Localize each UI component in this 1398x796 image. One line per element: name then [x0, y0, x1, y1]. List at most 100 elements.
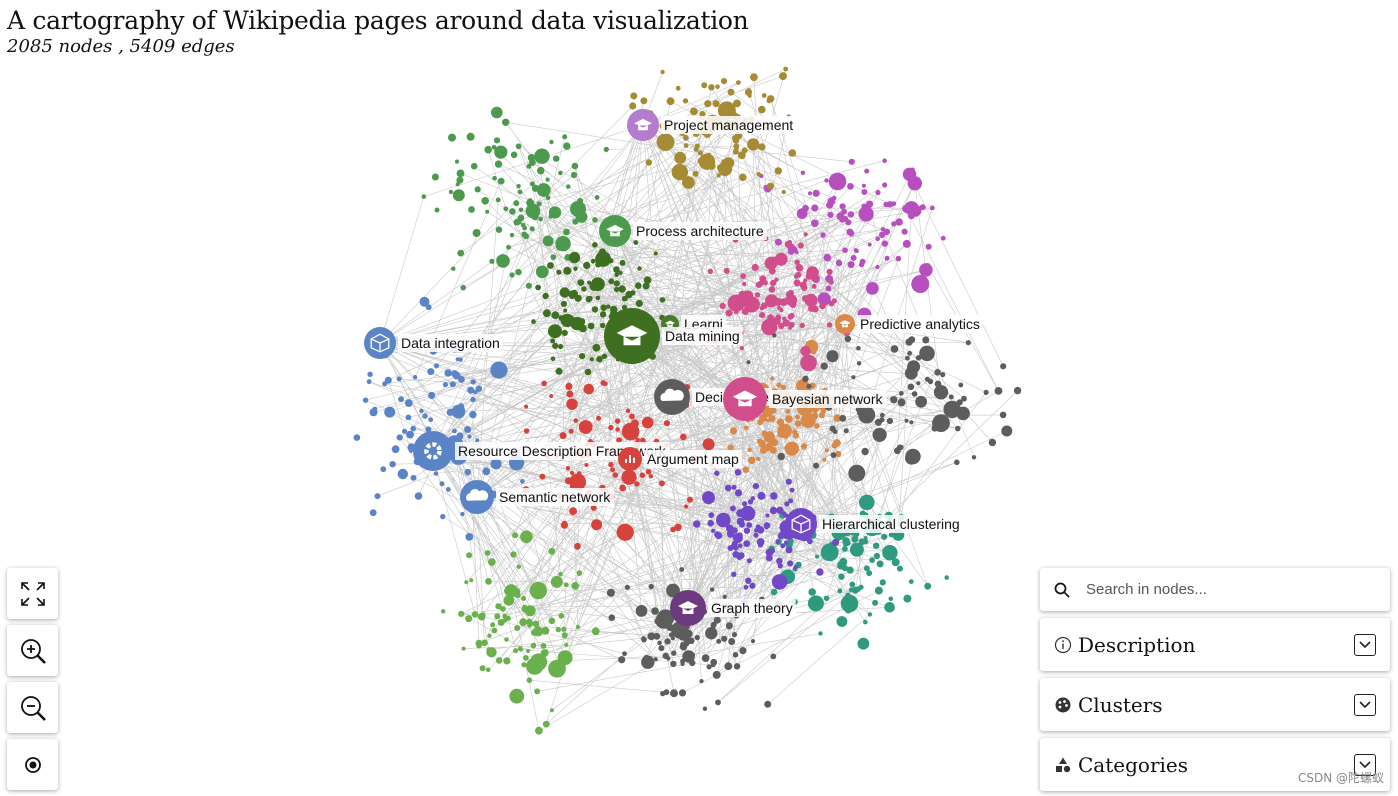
- graph-node[interactable]: [540, 649, 549, 657]
- graph-node[interactable]: [787, 313, 794, 320]
- graph-node[interactable]: [919, 263, 933, 277]
- graph-node[interactable]: [398, 435, 403, 440]
- graph-node[interactable]: [608, 461, 614, 468]
- graph-node[interactable]: [873, 542, 880, 549]
- graph-node[interactable]: [827, 211, 834, 218]
- graph-node[interactable]: [539, 473, 546, 480]
- graph-node[interactable]: [864, 168, 870, 174]
- graph-node[interactable]: [828, 172, 847, 191]
- graph-node[interactable]: [433, 363, 440, 369]
- graph-node[interactable]: [671, 650, 677, 656]
- graph-node[interactable]: [551, 311, 560, 320]
- graph-node[interactable]: [702, 491, 715, 505]
- graph-node[interactable]: [559, 287, 570, 298]
- graph-node[interactable]: [811, 284, 817, 289]
- graph-node[interactable]: [664, 638, 671, 645]
- chevron-down-icon[interactable]: [1354, 753, 1376, 776]
- graph-node[interactable]: [826, 350, 839, 363]
- graph-node[interactable]: [563, 142, 571, 150]
- graph-node[interactable]: [468, 206, 475, 213]
- graph-node[interactable]: [770, 653, 777, 660]
- graph-node[interactable]: [670, 689, 678, 698]
- graph-node[interactable]: [516, 184, 521, 189]
- graph-node[interactable]: [704, 100, 712, 108]
- graph-node[interactable]: [845, 219, 852, 226]
- search-input[interactable]: [1084, 580, 1368, 599]
- graph-node[interactable]: [656, 133, 675, 152]
- graph-node[interactable]: [759, 414, 767, 422]
- graph-node[interactable]: [737, 543, 743, 548]
- graph-node[interactable]: [756, 172, 762, 177]
- graph-node[interactable]: [643, 276, 652, 285]
- graph-node[interactable]: [911, 391, 918, 397]
- graph-node[interactable]: [425, 426, 432, 433]
- graph-node[interactable]: [863, 565, 870, 572]
- graph-node[interactable]: [1000, 363, 1007, 370]
- graph-node[interactable]: [857, 410, 863, 416]
- graph-node[interactable]: [734, 469, 742, 476]
- graph-node[interactable]: [524, 404, 529, 409]
- graph-node[interactable]: [526, 657, 544, 675]
- graph-node[interactable]: [529, 181, 535, 187]
- graph-node[interactable]: [779, 72, 787, 81]
- graph-node[interactable]: [451, 266, 456, 271]
- graph-node[interactable]: [934, 369, 941, 376]
- graph-node[interactable]: [731, 484, 737, 490]
- graph-node[interactable]: [882, 158, 887, 163]
- node-label[interactable]: Process architecture: [636, 223, 764, 239]
- graph-node[interactable]: [881, 240, 888, 247]
- graph-node[interactable]: [495, 197, 501, 203]
- graph-node[interactable]: [621, 304, 628, 310]
- graph-node[interactable]: [795, 271, 802, 278]
- graph-node[interactable]: [784, 240, 792, 248]
- graph-node[interactable]: [485, 578, 492, 585]
- graph-node[interactable]: [714, 470, 720, 476]
- graph-node[interactable]: [608, 614, 616, 621]
- node-label[interactable]: Data integration: [401, 335, 500, 351]
- graph-node[interactable]: [714, 531, 721, 538]
- graph-node[interactable]: [948, 394, 954, 400]
- node-label[interactable]: Project management: [664, 117, 793, 133]
- graph-node[interactable]: [720, 78, 728, 85]
- graph-node[interactable]: [764, 700, 772, 708]
- graph-node[interactable]: [924, 376, 930, 382]
- graph-node[interactable]: [838, 573, 845, 580]
- graph-node[interactable]: [766, 418, 771, 423]
- graph-node[interactable]: [391, 445, 400, 454]
- graph-node[interactable]: [777, 452, 785, 461]
- graph-node[interactable]: [734, 489, 743, 497]
- graph-node[interactable]: [584, 463, 589, 467]
- graph-node[interactable]: [879, 412, 885, 418]
- graph-node[interactable]: [888, 596, 894, 602]
- graph-node[interactable]: [736, 80, 741, 85]
- graph-node[interactable]: [922, 336, 930, 344]
- graph-node[interactable]: [510, 151, 518, 159]
- graph-node[interactable]: [955, 425, 961, 432]
- graph-node[interactable]: [775, 314, 782, 321]
- graph-node[interactable]: [678, 625, 684, 632]
- graph-node[interactable]: [849, 542, 864, 557]
- graph-node[interactable]: [828, 279, 835, 285]
- graph-node[interactable]: [739, 521, 745, 528]
- graph-node[interactable]: [428, 417, 434, 423]
- graph-node[interactable]: [569, 473, 587, 491]
- graph-node[interactable]: [925, 243, 932, 250]
- graph-node[interactable]: [506, 244, 511, 250]
- graph-node[interactable]: [794, 250, 799, 255]
- graph-node[interactable]: [961, 395, 967, 402]
- graph-node[interactable]: [670, 660, 677, 668]
- graph-node[interactable]: [555, 626, 561, 633]
- graph-node[interactable]: [731, 527, 738, 534]
- graph-node[interactable]: [658, 645, 665, 652]
- graph-node[interactable]: [817, 292, 831, 306]
- graph-node[interactable]: [895, 255, 902, 262]
- graph-node[interactable]: [641, 655, 655, 669]
- graph-node[interactable]: [615, 427, 620, 432]
- graph-node[interactable]: [410, 474, 417, 481]
- graph-node[interactable]: [608, 278, 615, 285]
- graph-node[interactable]: [541, 380, 547, 387]
- graph-node[interactable]: [879, 417, 885, 423]
- graph-node[interactable]: [905, 452, 918, 465]
- graph-node[interactable]: [811, 204, 819, 212]
- graph-node[interactable]: [558, 571, 563, 577]
